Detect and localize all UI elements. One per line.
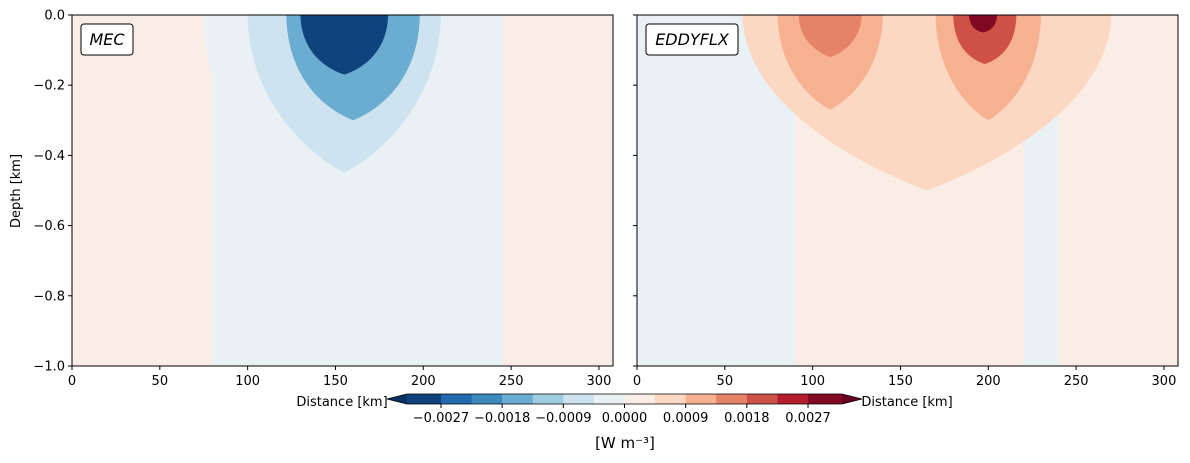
mec-ylabel: Depth [km] — [9, 154, 24, 228]
eddyflx-xtick-label: 150 — [888, 374, 913, 389]
colorbar-tick-label: 0.0018 — [724, 411, 770, 426]
mec-panel: 0 50 100 150 200 250 300 0.0 −0.2 −0.4 −0.6 −0.8 −1… — [9, 9, 614, 410]
colorbar-segment — [624, 394, 656, 404]
eddyflx-y-ticks — [633, 14, 637, 367]
eddyflx-xtick-label: 200 — [976, 374, 1001, 389]
colorbar-label: [W m⁻³] — [595, 434, 655, 452]
eddyflx-title-box — [645, 23, 739, 56]
eddyflx-x-ticks: 0 50 100 150 200 250 300 — [633, 366, 1177, 389]
colorbar-extend-low — [387, 394, 407, 404]
eddyflx-xtick-label: 0 — [633, 374, 641, 389]
mec-band-1 — [502, 15, 613, 366]
eddyflx-xtick-label: 50 — [717, 374, 734, 389]
colorbar-segment — [716, 394, 748, 404]
colorbar-extend-high — [842, 394, 862, 404]
eddyflx-contour-region-3 — [798, 15, 862, 58]
mec-xtick-label: 250 — [499, 374, 524, 389]
colorbar-segment — [471, 394, 503, 404]
mec-band-0 — [72, 15, 213, 366]
eddyflx-xtick-label: 300 — [1152, 374, 1177, 389]
colorbar-segment — [746, 394, 778, 404]
colorbar-segment — [808, 394, 843, 404]
colorbar-segments — [386, 393, 863, 405]
eddyflx-contour-field — [637, 15, 1178, 366]
colorbar-segment — [502, 394, 534, 404]
colorbar: −0.0027 −0.0018 −0.0009 0.0000 0.0009 0.0018 0… — [386, 393, 863, 452]
colorbar-tick-label: −0.0009 — [535, 411, 591, 426]
eddyflx-axes-frame — [636, 14, 1179, 367]
mec-contour-region-3 — [300, 15, 389, 75]
mec-y-ticks: 0.0 −0.2 −0.4 −0.6 −0.8 −1.0 — [33, 9, 72, 375]
mec-ytick-label: −0.6 — [33, 219, 65, 234]
eddyflx-title: EDDYFLX — [655, 30, 730, 49]
mec-ytick-label: −0.8 — [33, 289, 65, 304]
mec-axes-frame — [71, 14, 614, 367]
mec-xtick-label: 100 — [235, 374, 260, 389]
eddyflx-xtick-label: 100 — [800, 374, 825, 389]
mec-ytick-label: −1.0 — [33, 360, 65, 375]
colorbar-tick-label: −0.0027 — [413, 411, 469, 426]
mec-x-ticks: 0 50 100 150 200 250 300 — [68, 366, 612, 389]
mec-title: MEC — [89, 30, 125, 49]
colorbar-segment — [532, 394, 564, 404]
eddyflx-xlabel: Distance [km] — [861, 395, 952, 410]
eddyflx-contour-region-1 — [777, 15, 883, 110]
colorbar-segment — [593, 394, 625, 404]
mec-xlabel: Distance [km] — [296, 395, 387, 410]
colorbar-tick-label: 0.0009 — [663, 411, 709, 426]
colorbar-segment — [685, 394, 717, 404]
colorbar-tick-label: 0.0000 — [602, 411, 648, 426]
mec-ytick-label: −0.4 — [33, 149, 65, 164]
colorbar-segment — [655, 394, 687, 404]
mec-title-box — [80, 23, 134, 56]
mec-xtick-label: 50 — [152, 374, 169, 389]
mec-ytick-label: −0.2 — [33, 79, 65, 94]
mec-contour-field — [72, 15, 613, 366]
eddyflx-contour-region-5 — [969, 15, 997, 33]
eddyflx-panel: 0 50 100 150 200 250 300 Distance [km] EDDYFLX — [633, 14, 1179, 410]
colorbar-tick-label: −0.0018 — [474, 411, 530, 426]
mec-xtick-label: 200 — [411, 374, 436, 389]
mec-ytick-label: 0.0 — [44, 9, 65, 24]
colorbar-tick-label: 0.0027 — [785, 411, 831, 426]
eddyflx-xtick-label: 250 — [1064, 374, 1089, 389]
colorbar-ticks: −0.0027 −0.0018 −0.0009 0.0000 0.0009 0.0018 0… — [413, 404, 831, 426]
colorbar-segment — [563, 394, 595, 404]
mec-xtick-label: 0 — [68, 374, 76, 389]
mec-xtick-label: 300 — [587, 374, 612, 389]
colorbar-segment — [407, 394, 442, 404]
eddyflx-contour-region-4 — [953, 15, 1017, 65]
mec-xtick-label: 150 — [323, 374, 348, 389]
colorbar-segment — [440, 394, 473, 404]
colorbar-segment — [777, 394, 809, 404]
colorbar-outline — [386, 393, 863, 405]
